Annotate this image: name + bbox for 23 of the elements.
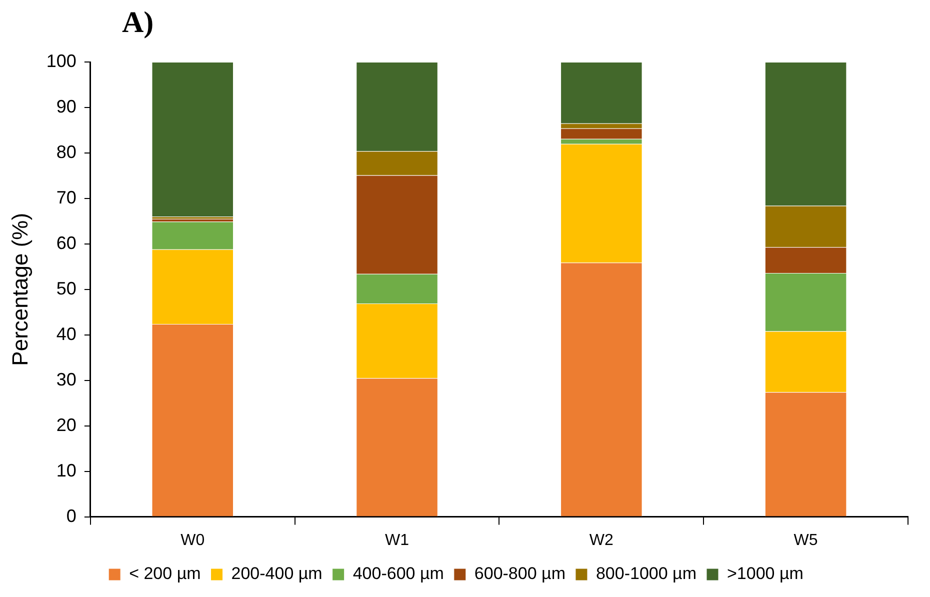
- y-tick-label: 30: [56, 369, 76, 390]
- y-tick-label: 40: [56, 324, 76, 344]
- y-tick-label: 0: [66, 506, 76, 526]
- y-tick-label: 50: [56, 278, 76, 298]
- x-tick-label: W1: [385, 532, 410, 549]
- y-tick-label: 70: [56, 187, 76, 208]
- y-tick-label: 60: [56, 232, 76, 253]
- legend-label: 800-1000 µm: [596, 564, 697, 584]
- legend-label: >1000 µm: [726, 564, 804, 584]
- y-tick-label: 10: [56, 460, 76, 480]
- y-tick-label: 80: [56, 142, 76, 162]
- legend-label: 200-400 µm: [231, 564, 322, 584]
- x-tick-label: W5: [794, 532, 818, 549]
- x-tick-label: W2: [589, 532, 614, 549]
- y-tick-label: 90: [56, 96, 76, 116]
- legend-label: 600-800 µm: [474, 564, 566, 584]
- y-tick-label: 20: [56, 414, 76, 435]
- chart-title: A): [122, 6, 154, 40]
- y-axis-title: Percentage (%): [7, 212, 32, 366]
- x-tick-label: W0: [180, 532, 205, 549]
- legend-label: 400-600 µm: [352, 564, 444, 584]
- y-tick-label: 100: [46, 50, 76, 71]
- legend-label: < 200 µm: [129, 564, 201, 584]
